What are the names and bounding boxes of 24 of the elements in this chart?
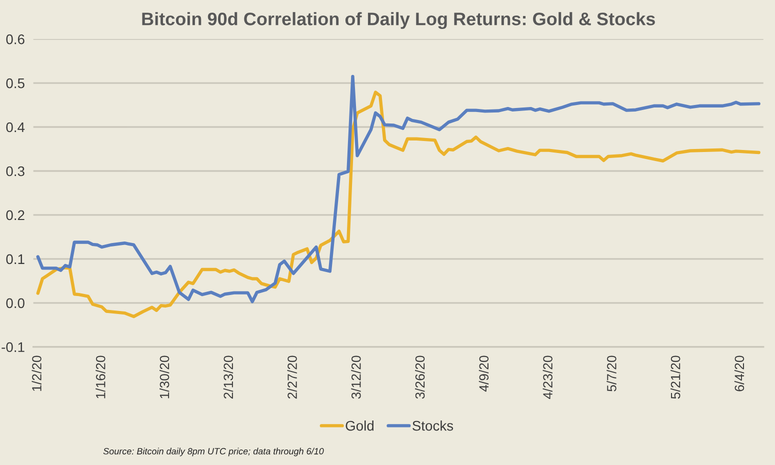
x-tick-label: 2/27/20 — [287, 356, 297, 399]
x-tick-label: 1/30/20 — [159, 356, 170, 398]
x-tick-label: 5/21/20 — [670, 356, 680, 399]
y-tick-label: 0.5 — [6, 78, 24, 88]
x-tick-label: 4/9/20 — [478, 356, 489, 392]
x-tick-label: 1/2/20 — [32, 356, 42, 391]
x-tick-label: 1/16/20 — [96, 356, 106, 398]
y-tick-label: 0.4 — [6, 122, 25, 132]
x-tick-label: 4/23/20 — [542, 356, 552, 399]
y-tick-label: 0.6 — [6, 34, 24, 44]
y-tick-label: 0.3 — [6, 166, 24, 176]
legend-label: Gold — [346, 420, 374, 431]
y-tick-label: -0.1 — [2, 342, 24, 352]
y-tick-label: 0.1 — [6, 254, 24, 264]
x-tick-label: 3/26/20 — [415, 356, 425, 399]
x-tick-label: 5/7/20 — [606, 356, 616, 392]
y-tick-label: 0.0 — [6, 298, 24, 308]
source-note: Source: Bitcoin daily 8pm UTC price; data through 6/10 — [103, 448, 324, 456]
legend-label: Stocks — [412, 420, 454, 431]
chart-title: Bitcoin 90d Correlation of Daily Log Returns: Gold & Stocks — [142, 12, 655, 29]
y-tick-label: 0.2 — [6, 210, 24, 220]
x-tick-label: 3/12/20 — [351, 356, 361, 399]
x-tick-label: 6/4/20 — [734, 356, 744, 392]
x-tick-label: 2/13/20 — [223, 356, 234, 399]
